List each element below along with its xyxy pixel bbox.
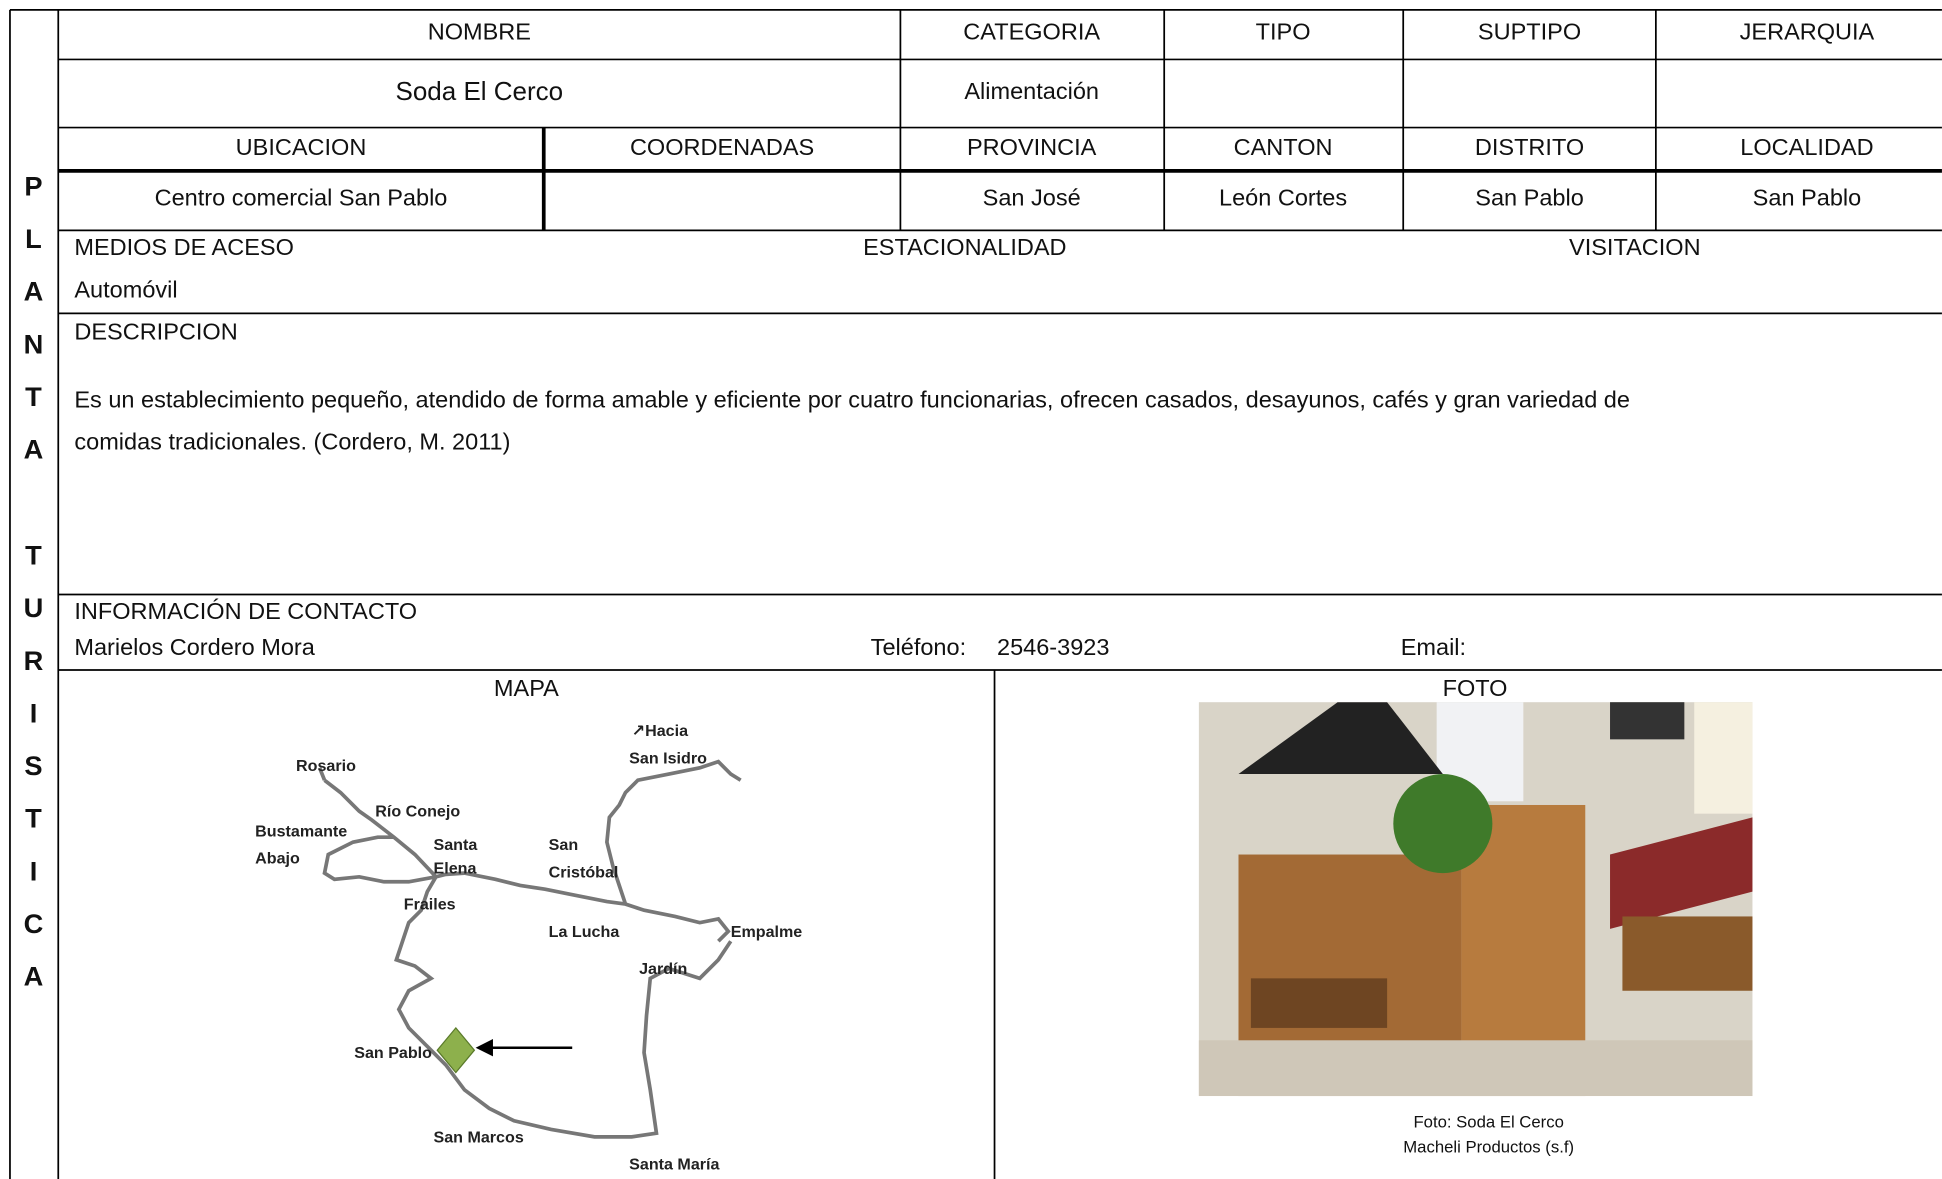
side-letter: P: [24, 170, 42, 201]
map-label: Frailes: [404, 896, 456, 914]
map-label: Bustamante: [255, 822, 347, 840]
side-letter: T: [25, 381, 42, 412]
photo-menu: [1694, 702, 1753, 814]
location-value: León Cortes: [1219, 185, 1347, 211]
side-letter: A: [24, 961, 44, 992]
map-label: La Lucha: [549, 923, 621, 941]
location-value: Centro comercial San Pablo: [155, 185, 448, 211]
location-value: San Pablo: [1475, 185, 1584, 211]
column-header: LOCALIDAD: [1740, 134, 1873, 160]
side-letter: R: [24, 645, 44, 676]
map-background: [247, 708, 812, 1179]
column-header: JERARQUIA: [1740, 19, 1875, 45]
column-header: NOMBRE: [428, 19, 531, 45]
side-letter: I: [30, 697, 38, 728]
map-label: San Pablo: [354, 1044, 432, 1062]
contact-label: INFORMACIÓN DE CONTACTO: [74, 598, 417, 624]
map-label: Jardín: [639, 960, 687, 978]
map-label: Santa: [434, 836, 479, 854]
name-value: Soda El Cerco: [396, 76, 564, 106]
location-value: San Pablo: [1753, 185, 1862, 211]
column-header: SUPTIPO: [1478, 19, 1581, 45]
side-letter: A: [24, 434, 44, 465]
photo-plant: [1393, 774, 1493, 874]
side-letter: U: [24, 592, 44, 623]
column-header: PROVINCIA: [967, 134, 1097, 160]
column-header: CANTON: [1234, 134, 1333, 160]
photo-hood: [1238, 702, 1443, 775]
photo-table: [1622, 916, 1753, 991]
photo-title: FOTO: [1443, 675, 1508, 701]
photo: [1198, 702, 1753, 1097]
map: ↗Hacia San Isidro Rosario Río Conejo Bus…: [247, 708, 812, 1179]
access-value: Automóvil: [74, 276, 177, 302]
table-borders: [9, 9, 1942, 1179]
side-letter: L: [25, 223, 42, 254]
column-header: COORDENADAS: [630, 134, 814, 160]
arrow-head: [475, 1039, 493, 1057]
map-title: MAPA: [494, 675, 559, 701]
map-label: San Marcos: [434, 1128, 524, 1146]
side-letter: T: [25, 540, 42, 571]
email-label: Email:: [1401, 634, 1466, 660]
map-label: Santa María: [629, 1156, 720, 1174]
photo-tv: [1610, 702, 1685, 740]
map-label: ↗Hacia: [632, 722, 689, 740]
visitation-label: VISITACION: [1569, 234, 1701, 260]
side-letter: C: [24, 908, 44, 939]
column-header: UBICACION: [236, 134, 367, 160]
photo-floor: [1198, 1040, 1753, 1097]
map-label: Río Conejo: [375, 803, 460, 821]
photo-stripe: [1610, 817, 1753, 929]
category-value: Alimentación: [964, 78, 1099, 104]
seasonality-label: ESTACIONALIDAD: [863, 234, 1066, 260]
phone-label: Teléfono:: [871, 634, 966, 660]
column-header: DISTRITO: [1475, 134, 1584, 160]
side-letter: T: [25, 803, 42, 834]
map-label: Elena: [434, 860, 478, 878]
description-label: DESCRIPCION: [74, 318, 237, 344]
access-label: MEDIOS DE ACESO: [74, 234, 294, 260]
map-label: Rosario: [296, 757, 356, 775]
location-value: San José: [983, 185, 1081, 211]
phone-value: 2546-3923: [997, 634, 1109, 660]
side-letter: N: [24, 328, 44, 359]
side-letter: S: [24, 750, 42, 781]
map-label: San: [549, 836, 579, 854]
map-label: Abajo: [255, 850, 300, 868]
map-label: Empalme: [731, 923, 803, 941]
photo-table: [1250, 978, 1388, 1028]
location-marker: [436, 1026, 476, 1074]
description-text: comidas tradicionales. (Cordero, M. 2011…: [74, 429, 510, 455]
map-label: San Isidro: [629, 749, 707, 767]
column-header: TIPO: [1256, 19, 1311, 45]
photo-caption: Foto: Soda El Cerco: [1413, 1113, 1563, 1132]
map-label: Cristóbal: [549, 863, 619, 881]
column-header: CATEGORIA: [963, 19, 1100, 45]
side-letter: A: [24, 276, 44, 307]
side-letter: I: [30, 855, 38, 886]
description-text: Es un establecimiento pequeño, atendido …: [74, 386, 1630, 412]
map-roads: [317, 759, 742, 1139]
contact-name: Marielos Cordero Mora: [74, 634, 315, 660]
photo-caption: Macheli Productos (s.f): [1403, 1137, 1574, 1156]
